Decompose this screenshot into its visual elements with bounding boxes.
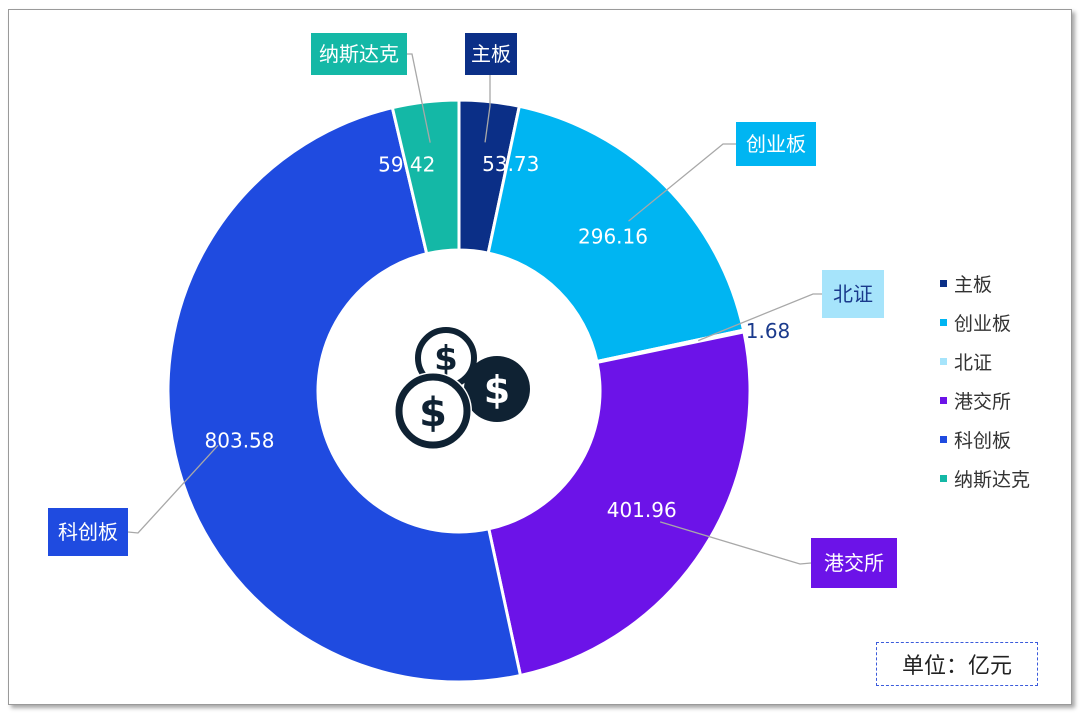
dollar-coins-icon: $ $ $: [394, 327, 530, 450]
unit-label: 单位：亿元: [876, 642, 1038, 686]
slice-3: [486, 330, 752, 678]
value-label-4: 803.58: [205, 429, 275, 453]
legend-swatch: [940, 319, 947, 326]
slice-5: [390, 98, 461, 256]
leader-line-3: [659, 521, 812, 565]
legend-label: 北证: [954, 352, 993, 374]
callout-e6b8afe4baa4e68980: 港交所: [811, 538, 897, 588]
leader-line-1: [628, 143, 736, 222]
svg-text:$: $: [434, 339, 458, 379]
leader-line-4: [127, 444, 219, 534]
callout-label: 北证: [833, 282, 873, 306]
legend-item-5: 纳斯达克: [940, 459, 1030, 498]
leader-line-5: [407, 53, 431, 143]
legend-label: 港交所: [954, 391, 1012, 413]
value-label-2: 1.68: [746, 319, 791, 343]
svg-text:$: $: [484, 368, 510, 412]
legend-label: 纳斯达克: [954, 469, 1031, 491]
legend-label: 科创板: [954, 430, 1012, 452]
legend-swatch: [940, 397, 947, 404]
leader-line-2: [697, 293, 822, 342]
callout-label: 创业板: [746, 132, 806, 156]
legend-item-4: 科创板: [940, 420, 1030, 459]
legend-label: 创业板: [954, 313, 1012, 335]
callout-e7bab3e696afe8bebee5858b: 纳斯达克: [311, 33, 407, 75]
callout-label: 科创板: [58, 520, 118, 544]
legend-swatch: [940, 358, 947, 365]
value-label-5: 59.42: [378, 153, 435, 177]
legend-label: 主板: [954, 274, 993, 296]
legend-swatch: [940, 436, 947, 443]
callout-label: 港交所: [824, 551, 884, 575]
callout-e4b8bbe69dbf: 主板: [465, 33, 517, 75]
callout-label: 主板: [471, 42, 511, 66]
legend-swatch: [940, 475, 947, 482]
value-label-3: 401.96: [607, 498, 677, 522]
callout-e58c97e8af81: 北证: [822, 270, 884, 318]
callout-e5889be4b89ae69dbf: 创业板: [736, 122, 816, 166]
legend-item-3: 港交所: [940, 381, 1030, 420]
slice-1: [486, 104, 746, 364]
value-label-0: 53.73: [482, 152, 539, 176]
callout-e7a791e5889be69dbf: 科创板: [48, 508, 128, 556]
legend-item-1: 创业板: [940, 303, 1030, 342]
value-label-1: 296.16: [578, 225, 648, 249]
callout-label: 纳斯达克: [319, 42, 399, 66]
legend-item-2: 北证: [940, 342, 1030, 381]
legend-swatch: [940, 280, 947, 287]
chart-legend: 主板创业板北证港交所科创板纳斯达克: [940, 264, 1030, 498]
slice-4: [166, 105, 523, 684]
legend-item-0: 主板: [940, 264, 1030, 303]
svg-text:$: $: [419, 390, 447, 436]
